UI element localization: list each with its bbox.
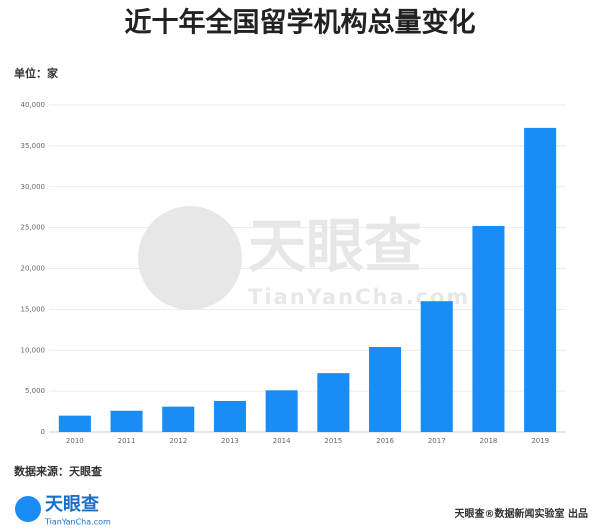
unit-label: 单位：家 <box>14 66 59 80</box>
y-tick-label: 5,000 <box>25 387 45 395</box>
credit: 天眼查®数据新闻实验室 出品 <box>455 507 588 520</box>
y-tick-label: 30,000 <box>21 183 46 191</box>
x-tick-label: 2019 <box>531 437 549 445</box>
y-tick-label: 35,000 <box>21 142 46 150</box>
y-tick-label: 25,000 <box>21 224 46 232</box>
x-tick-label: 2014 <box>273 437 291 445</box>
x-tick-label: 2018 <box>480 437 498 445</box>
y-tick-label: 10,000 <box>21 346 46 354</box>
bar <box>162 406 195 432</box>
bar <box>524 127 557 432</box>
y-tick-label: 40,000 <box>21 101 46 109</box>
x-tick-label: 2015 <box>324 437 342 445</box>
logo-url: TianYanCha.com <box>44 518 111 527</box>
y-tick-label: 20,000 <box>21 265 46 273</box>
bar <box>58 415 91 432</box>
logo-name: 天眼查 <box>45 493 99 515</box>
bar <box>420 301 453 432</box>
x-tick-label: 2010 <box>66 437 84 445</box>
chart-title: 近十年全国留学机构总量变化 <box>125 7 476 39</box>
x-tick-label: 2017 <box>428 437 446 445</box>
y-tick-label: 0 <box>41 428 45 436</box>
x-tick-label: 2011 <box>118 437 136 445</box>
source-note: 数据来源：天眼查 <box>14 464 102 478</box>
watermark: 天眼查 TianYanCha.com <box>138 206 468 310</box>
x-tick-label: 2012 <box>169 437 187 445</box>
logo: 天眼查 TianYanCha.com <box>15 493 111 527</box>
bar <box>369 346 402 432</box>
bar <box>317 373 350 432</box>
bar <box>472 225 505 432</box>
y-tick-label: 15,000 <box>21 305 46 313</box>
x-tick-label: 2013 <box>221 437 239 445</box>
bar <box>213 400 246 432</box>
bar <box>110 410 143 432</box>
x-tick-label: 2016 <box>376 437 394 445</box>
watermark-name: 天眼查 <box>248 212 422 280</box>
bar <box>265 390 298 432</box>
